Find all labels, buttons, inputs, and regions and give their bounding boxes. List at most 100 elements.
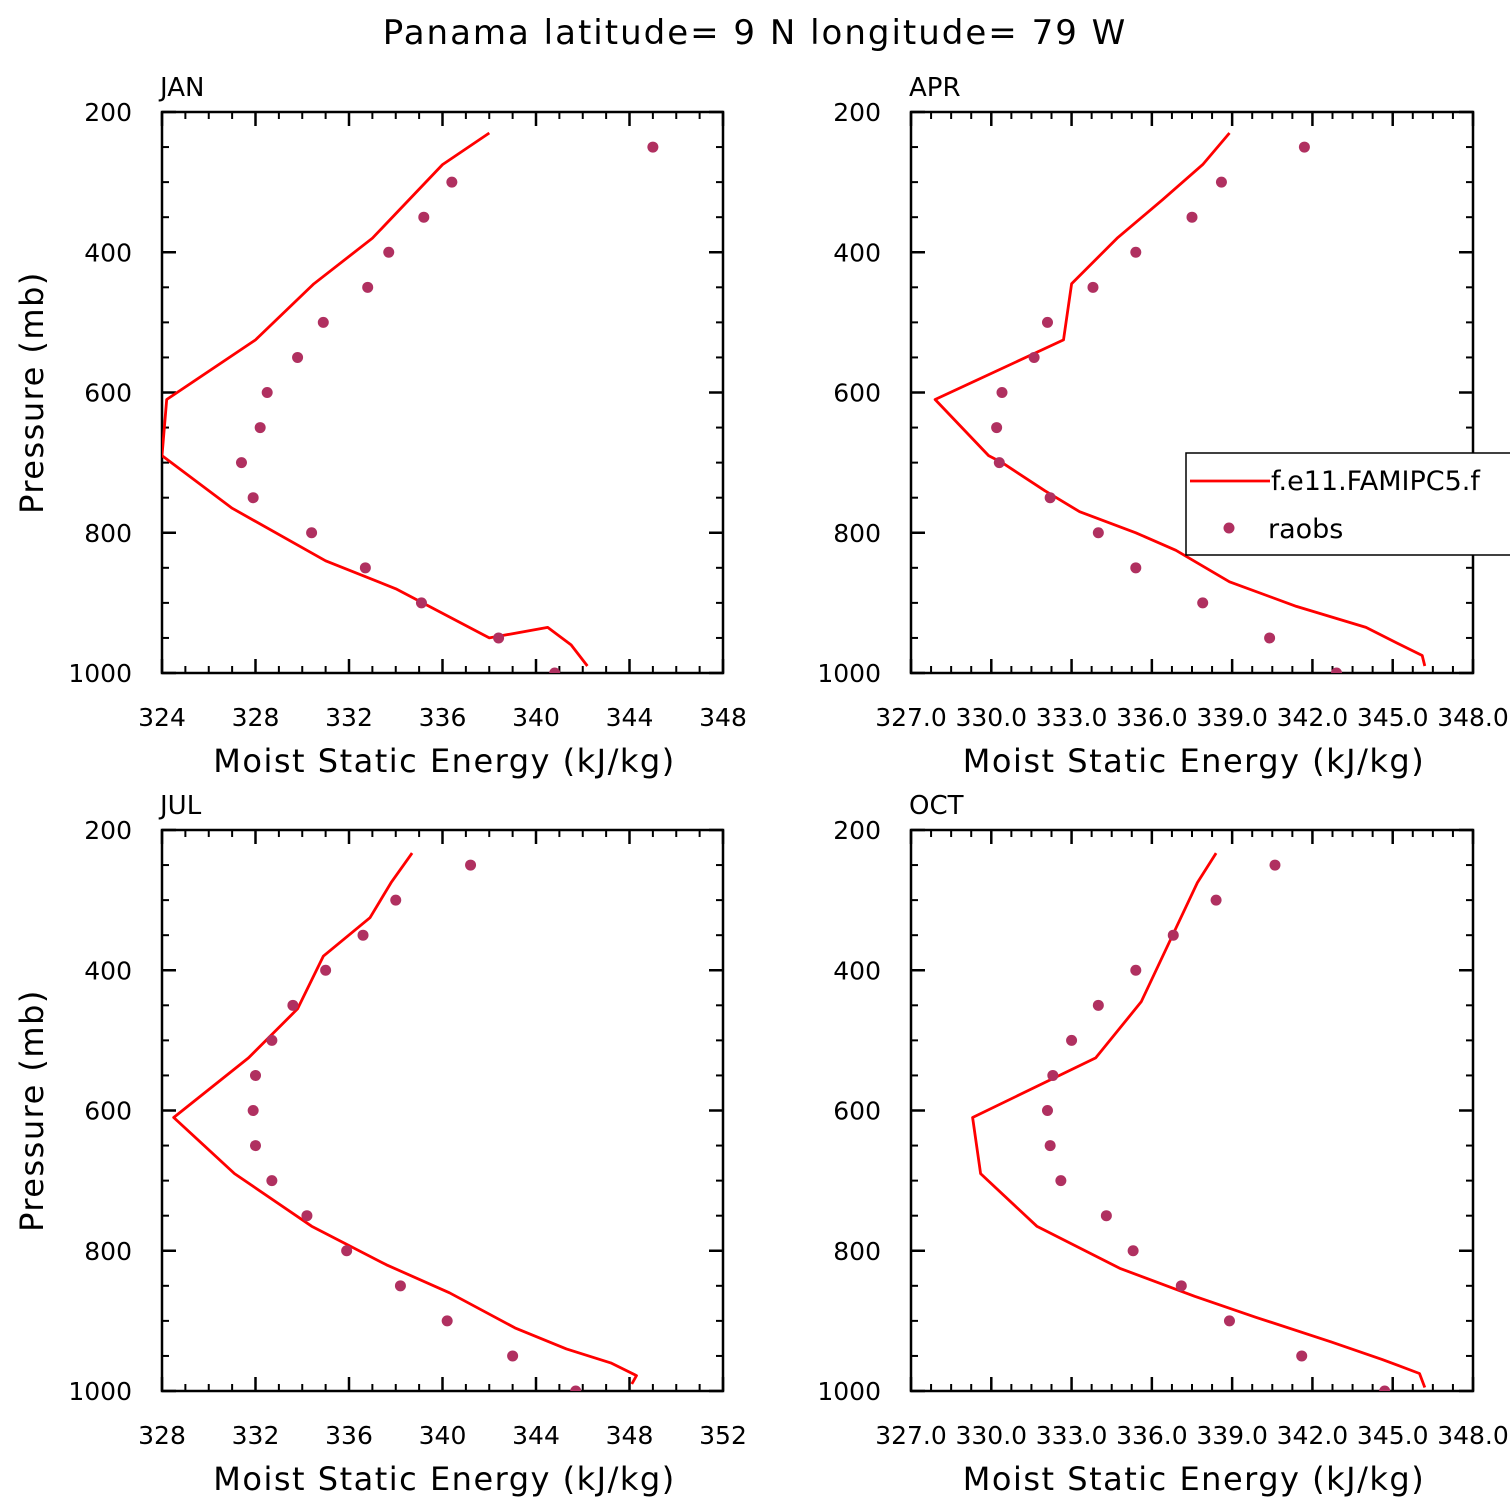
- raobs-point: [1167, 929, 1179, 941]
- raobs-point: [647, 141, 659, 153]
- legend: f.e11.FAMIPC5.f raobs: [1185, 452, 1510, 556]
- y-ticks: 200 400 600 800 1000: [68, 816, 723, 1406]
- y-tick-label: 400: [84, 956, 132, 985]
- panel-title: APR: [909, 73, 961, 103]
- raobs-point: [993, 457, 1005, 469]
- raobs-point: [1127, 1245, 1139, 1257]
- panel-apr: APR 327.0 330.0 333.0 336.0 339.0 342.0 345.0 34…: [817, 73, 1508, 780]
- raobs-point: [235, 457, 247, 469]
- x-tick-label: 345.0: [1357, 703, 1429, 732]
- raobs-point: [320, 964, 332, 976]
- x-tick-label: 327.0: [875, 703, 947, 732]
- raobs-point: [357, 929, 369, 941]
- raobs-point: [415, 597, 427, 609]
- raobs-point: [359, 562, 371, 574]
- x-tick-label: 333.0: [1036, 703, 1108, 732]
- x-tick-label: 348.0: [1437, 703, 1509, 732]
- raobs-point: [1130, 246, 1142, 258]
- raobs-point: [301, 1210, 313, 1222]
- raobs-point: [1044, 492, 1056, 504]
- x-tick-label: 333.0: [1036, 1421, 1108, 1450]
- x-ticks: 324 328 332 336 340 344 348: [138, 112, 747, 732]
- raobs-point: [1296, 1350, 1308, 1362]
- panels: JAN 324 328 332 336 340 344 348 200 400 600 800 1000…: [13, 73, 1509, 1498]
- y-tick-label: 200: [84, 816, 132, 845]
- plot-frame: [160, 110, 725, 675]
- figure-title: Panama latitude= 9 N longitude= 79 W: [383, 13, 1128, 53]
- raobs-point: [1197, 597, 1209, 609]
- y-tick-label: 600: [84, 1097, 132, 1126]
- x-tick-label: 344: [512, 1421, 560, 1450]
- raobs-point: [292, 351, 304, 363]
- raobs-point: [383, 246, 395, 258]
- raobs-point: [317, 316, 329, 328]
- y-tick-label: 800: [84, 1237, 132, 1266]
- raobs-point: [266, 1034, 278, 1046]
- raobs-point: [287, 999, 299, 1011]
- x-tick-label: 336: [325, 1421, 373, 1450]
- y-tick-label: 400: [833, 238, 881, 267]
- y-ticks: 200 400 600 800 1000: [817, 98, 1473, 688]
- raobs-point: [418, 211, 430, 223]
- y-tick-label: 1000: [68, 659, 132, 688]
- plot-area: [971, 852, 1427, 1391]
- raobs-point: [1044, 1140, 1056, 1152]
- model-series-line: [933, 132, 1427, 667]
- y-tick-label: 1000: [817, 1377, 881, 1406]
- x-axis-label: Moist Static Energy (kJ/kg): [213, 1460, 675, 1498]
- raobs-point: [493, 632, 505, 644]
- x-ticks: 328 332 336 340 344 348 352: [138, 830, 747, 1450]
- raobs-point: [1215, 176, 1227, 188]
- legend-box: [1185, 452, 1510, 556]
- raobs-point: [549, 667, 561, 673]
- x-tick-label: 332: [232, 1421, 280, 1450]
- x-tick-label: 342.0: [1277, 1421, 1349, 1450]
- raobs-point: [1331, 667, 1343, 673]
- x-tick-label: 328: [138, 1421, 186, 1450]
- y-tick-label: 600: [833, 1097, 881, 1126]
- x-tick-label: 336.0: [1116, 703, 1188, 732]
- y-tick-label: 600: [84, 379, 132, 408]
- x-tick-label: 336.0: [1116, 1421, 1188, 1450]
- raobs-point: [306, 527, 318, 539]
- raobs-point: [1210, 894, 1222, 906]
- y-tick-label: 1000: [68, 1377, 132, 1406]
- model-series-line: [971, 852, 1427, 1388]
- x-tick-label: 340: [512, 703, 560, 732]
- raobs-point: [1100, 1210, 1112, 1222]
- plot-frame: [909, 110, 1475, 675]
- x-tick-label: 348.0: [1437, 1421, 1509, 1450]
- panel-jan: JAN 324 328 332 336 340 344 348 200 400 600 800 1000…: [13, 73, 747, 780]
- x-tick-label: 332: [325, 703, 373, 732]
- x-tick-label: 336: [419, 703, 467, 732]
- raobs-point: [261, 387, 273, 398]
- raobs-point: [1269, 859, 1281, 871]
- raobs-point: [1186, 211, 1198, 223]
- x-ticks: 327.0 330.0 333.0 336.0 339.0 342.0 345.0 348.0: [875, 830, 1509, 1450]
- y-tick-label: 200: [833, 98, 881, 127]
- raobs-point: [1092, 999, 1104, 1011]
- plot-area: [933, 132, 1427, 673]
- raobs-point: [390, 894, 402, 906]
- panel-title: JUL: [158, 791, 202, 821]
- x-tick-label: 328: [232, 703, 280, 732]
- x-axis-label: Moist Static Energy (kJ/kg): [213, 742, 675, 780]
- x-tick-label: 327.0: [875, 1421, 947, 1450]
- x-tick-label: 344: [606, 703, 654, 732]
- y-tick-label: 400: [84, 238, 132, 267]
- raobs-point: [1047, 1069, 1059, 1081]
- x-tick-label: 330.0: [955, 703, 1027, 732]
- x-tick-label: 345.0: [1357, 1421, 1429, 1450]
- panel-title: OCT: [909, 791, 964, 821]
- raobs-point: [1379, 1385, 1391, 1391]
- y-tick-label: 200: [84, 98, 132, 127]
- raobs-point: [1092, 527, 1104, 539]
- y-tick-label: 800: [833, 1237, 881, 1266]
- x-tick-label: 352: [699, 1421, 747, 1450]
- y-tick-label: 200: [833, 816, 881, 845]
- x-tick-label: 342.0: [1277, 703, 1349, 732]
- raobs-point: [394, 1280, 406, 1292]
- raobs-point: [1055, 1175, 1067, 1187]
- legend-label-raobs: raobs: [1268, 514, 1343, 545]
